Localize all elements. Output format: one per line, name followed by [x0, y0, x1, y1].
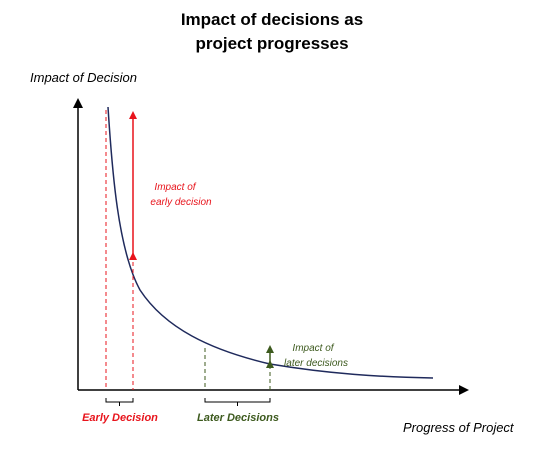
early-decision-label: Early Decision [82, 412, 158, 424]
later-decisions-label: Later Decisions [197, 412, 279, 424]
x-axis-label: Progress of Project [403, 420, 515, 435]
early-impact-label-line-1: Impact of [154, 182, 196, 193]
chart-title-line-2: project progresses [195, 34, 349, 53]
later-decisions-bracket [204, 398, 271, 406]
y-axis-label: Impact of Decision [30, 70, 137, 85]
early-impact-label-line-2: early decision [150, 197, 212, 208]
later-impact-label-line-1: Impact of [292, 343, 334, 354]
early-decision-bracket [105, 398, 134, 406]
impact-curve [107, 106, 434, 379]
chart-title: Impact of decisions as project progresse… [0, 8, 544, 56]
later-impact-label-line-2: later decisions [284, 358, 348, 369]
chart-title-line-1: Impact of decisions as [180, 10, 364, 29]
